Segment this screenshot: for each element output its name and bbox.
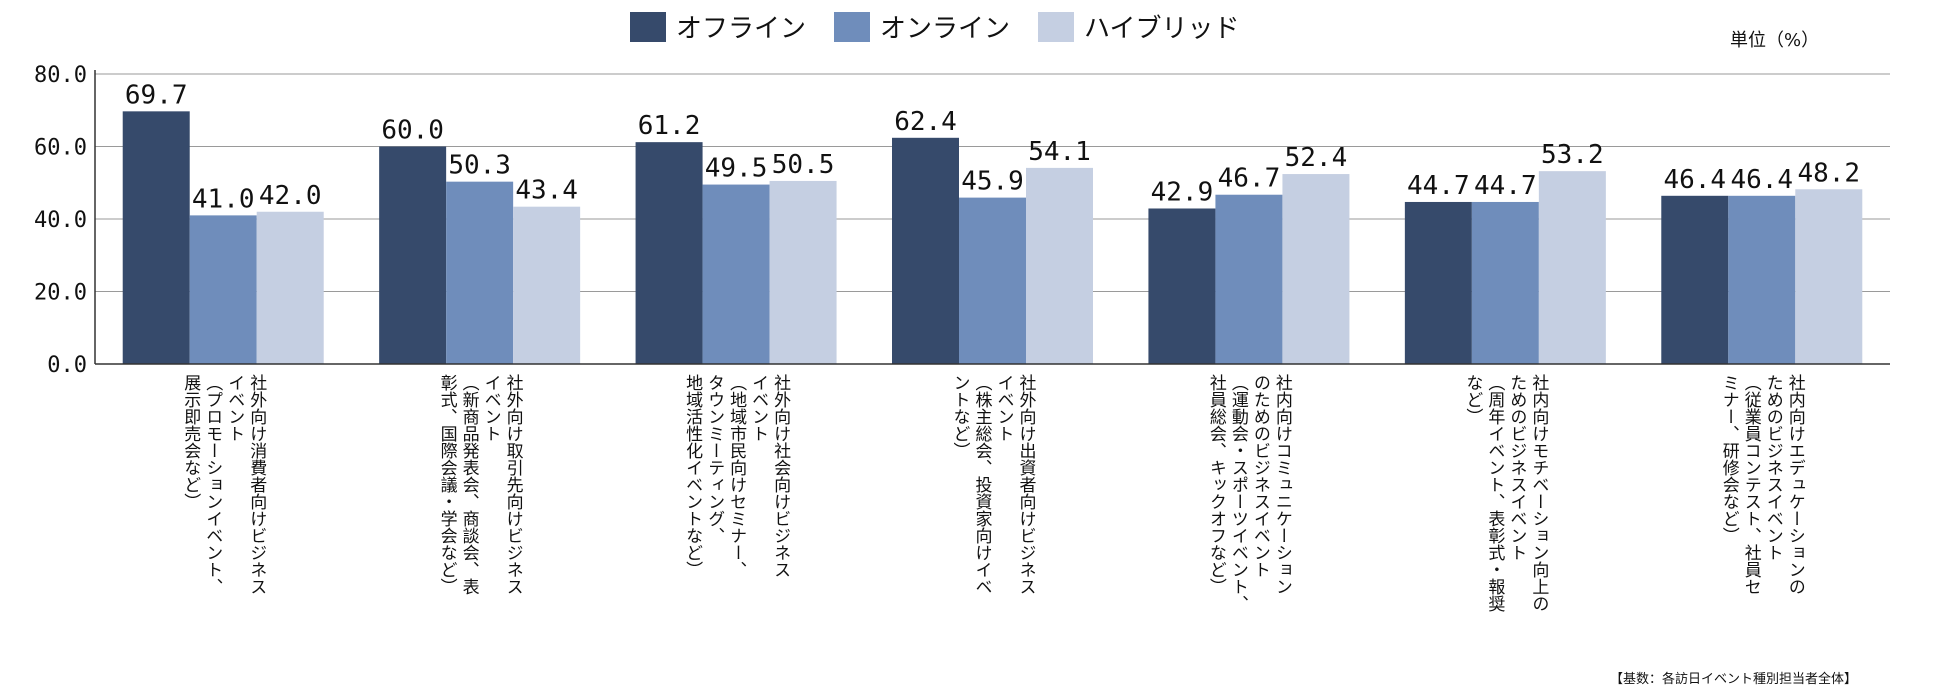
- x-tick-label: 社内向けモチベーション向上の: [1528, 374, 1549, 612]
- y-tick-label: 40.0: [34, 208, 87, 233]
- bar: [513, 206, 581, 364]
- x-tick-label: イベント: [481, 374, 501, 442]
- bar: [1728, 195, 1796, 364]
- data-label: 46.4: [1663, 165, 1726, 195]
- data-label: 46.4: [1730, 165, 1793, 195]
- bar: [959, 197, 1026, 364]
- data-label: 44.7: [1407, 171, 1470, 201]
- bar: [1026, 167, 1093, 364]
- legend-label-hybrid: ハイブリッド: [1084, 14, 1240, 44]
- data-label: 54.1: [1028, 137, 1091, 167]
- bar: [892, 137, 959, 364]
- x-tick-label: ためのビジネスイベント: [1763, 374, 1783, 561]
- x-tick-label: 彰式、国際会議・学会など）: [437, 374, 458, 595]
- x-tick-label: など）: [1462, 374, 1483, 425]
- data-label: 46.7: [1218, 164, 1281, 194]
- data-label: 52.4: [1285, 143, 1348, 173]
- bar: [122, 111, 190, 365]
- bar: [256, 211, 324, 364]
- x-tick-label: 展示即売会など）: [180, 374, 201, 510]
- x-tick-label: イベント: [748, 374, 768, 442]
- y-tick-label: 80.0: [34, 63, 87, 88]
- legend-item-offline: オフライン: [630, 8, 806, 45]
- unit-label: 単位（%）: [1730, 30, 1820, 51]
- x-tick-label: （プロモーションイベント、: [202, 374, 223, 595]
- legend-item-hybrid: ハイブリッド: [1038, 8, 1240, 45]
- legend: オフライン オンライン ハイブリッド: [630, 8, 1240, 45]
- x-tick-label: のためのビジネスイベント: [1250, 374, 1270, 578]
- x-tick-label: イベント: [224, 374, 244, 442]
- data-label: 44.7: [1474, 171, 1537, 201]
- bar: [1661, 195, 1729, 364]
- x-tick-label: イベント: [994, 374, 1014, 442]
- x-tick-label: 社外向け消費者向けビジネス: [246, 374, 267, 595]
- bar: [702, 184, 770, 364]
- data-label: 41.0: [192, 184, 255, 214]
- bar: [1404, 201, 1472, 364]
- bar: [379, 146, 447, 364]
- x-tick-label: 社内向けエデュケーションの: [1785, 374, 1806, 595]
- data-label: 42.0: [259, 181, 322, 211]
- x-tick-label: 社外向け社会向けビジネス: [770, 374, 791, 578]
- footnote: 【基数：各訪日イベント種別担当者全体】: [1610, 672, 1858, 687]
- legend-label-offline: オフライン: [676, 14, 807, 44]
- x-tick-label: 社外向け取引先向けビジネス: [503, 374, 524, 595]
- data-label: 48.2: [1797, 158, 1860, 188]
- data-label: 60.0: [381, 116, 444, 146]
- bar: [189, 215, 257, 364]
- data-label: 43.4: [515, 176, 578, 206]
- bar: [446, 181, 514, 364]
- bar: [1538, 171, 1606, 364]
- x-tick-label: 社員総会、キックオフなど）: [1206, 374, 1227, 595]
- data-label: 49.5: [705, 154, 768, 184]
- bar: [769, 180, 837, 364]
- x-tick-label: 社内向けコミュニケーション: [1272, 374, 1293, 595]
- data-label: 53.2: [1541, 140, 1604, 170]
- data-label: 61.2: [638, 111, 701, 141]
- y-tick-label: 20.0: [34, 281, 87, 306]
- x-tick-label: （株主総会、投資家向けイベ: [972, 374, 993, 595]
- x-tick-label: ためのビジネスイベント: [1506, 374, 1526, 561]
- data-label: 50.5: [772, 150, 835, 180]
- x-tick-label: （新商品発表会、商談会、表: [459, 374, 480, 595]
- x-tick-label: （従業員コンテスト、社員セ: [1741, 374, 1762, 595]
- bar: [1471, 201, 1539, 364]
- bar: [1215, 194, 1283, 364]
- bar: [635, 142, 703, 364]
- legend-label-online: オンライン: [880, 14, 1011, 44]
- legend-item-online: オンライン: [834, 8, 1010, 45]
- x-tick-label: （地域市民向けセミナー、: [726, 374, 747, 578]
- x-tick-label: タウンミーティング、: [704, 374, 724, 544]
- y-tick-label: 60.0: [34, 136, 87, 161]
- data-label: 69.7: [125, 80, 188, 110]
- bar: [1795, 189, 1863, 364]
- legend-swatch-offline: [630, 11, 666, 42]
- data-label: 50.3: [448, 151, 511, 181]
- x-tick-label: 地域活性化イベントなど）: [682, 374, 703, 578]
- bar: [1148, 208, 1216, 364]
- legend-swatch-online: [834, 11, 871, 42]
- data-label: 62.4: [894, 107, 957, 137]
- legend-swatch-hybrid: [1038, 11, 1075, 42]
- bar: [1282, 174, 1350, 364]
- x-tick-label: ミナー、研修会など）: [1719, 374, 1740, 544]
- data-label: 42.9: [1151, 177, 1214, 207]
- x-tick-label: 社外向け出資者向けビジネス: [1016, 374, 1037, 595]
- x-tick-label: ントなど）: [950, 374, 971, 459]
- x-tick-label: （運動会・スポーツイベント、: [1228, 374, 1249, 612]
- x-tick-label: （周年イベント、表彰式・報奨: [1484, 374, 1505, 612]
- y-tick-label: 0.0: [47, 353, 87, 378]
- data-label: 45.9: [961, 167, 1024, 197]
